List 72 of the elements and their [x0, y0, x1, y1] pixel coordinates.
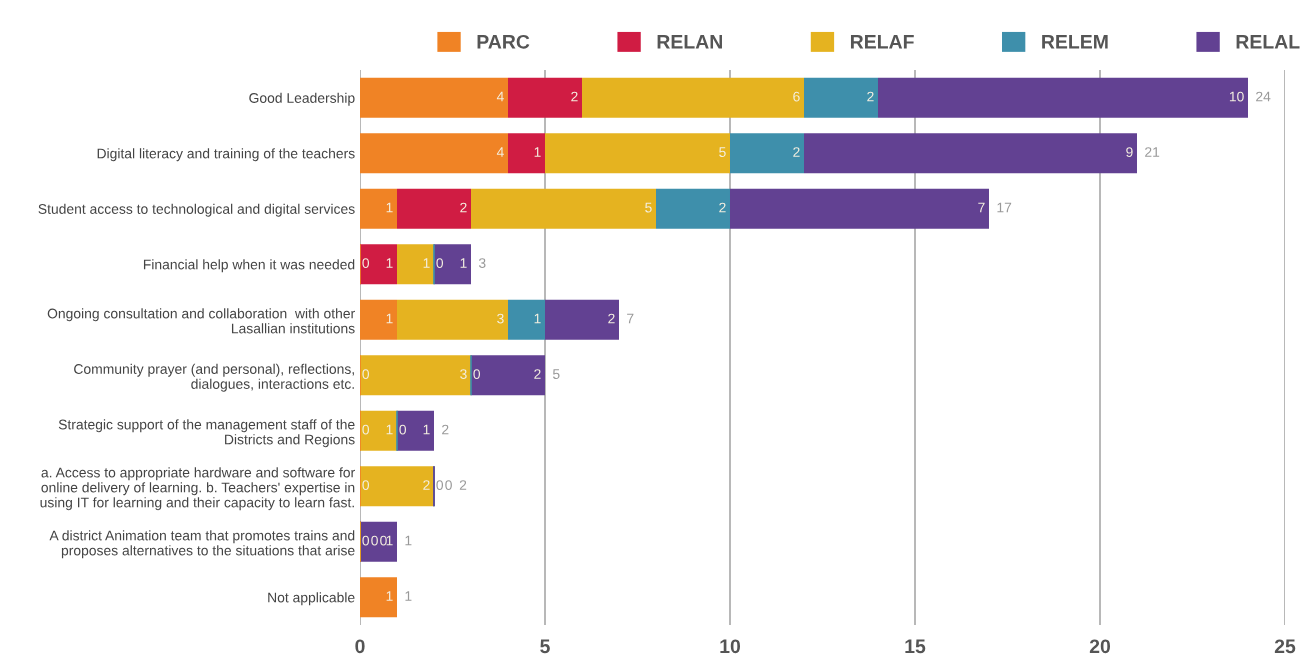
total-label: 17	[997, 202, 1012, 213]
data-label: 1	[534, 147, 541, 157]
legend-label: RELAF	[850, 35, 914, 49]
data-label: 0	[473, 369, 481, 379]
data-label: 6	[793, 91, 800, 102]
data-label: 10	[1229, 91, 1244, 102]
data-label: 1	[386, 258, 393, 268]
total-label: 7	[627, 313, 634, 324]
data-label: 2	[423, 480, 430, 490]
total-label: 5	[552, 369, 560, 379]
data-label: 0	[362, 480, 370, 490]
data-label: 2	[460, 202, 467, 213]
data-label: 4	[496, 91, 504, 102]
legend-label: RELAN	[657, 35, 722, 49]
x-tick-label: 5	[540, 639, 550, 654]
x-tick-label: 15	[905, 639, 926, 654]
data-label: 1	[423, 258, 430, 268]
data-label: 5	[645, 202, 652, 213]
data-label: 1	[386, 202, 393, 213]
data-label: 2	[793, 147, 800, 157]
y-tick-label: Good Leadership	[249, 92, 355, 106]
data-label: 0	[436, 258, 444, 268]
y-tick-label: Strategic support of the management staff of the Districts and Regions	[58, 419, 355, 448]
data-label: 1	[423, 424, 430, 435]
data-label: 0	[362, 424, 370, 435]
total-label: 1	[405, 591, 412, 601]
total-label: 3	[478, 258, 486, 268]
total-label: 24	[1256, 91, 1271, 102]
data-label: 1	[386, 591, 393, 601]
data-label: 0	[445, 480, 452, 490]
data-label: 1	[386, 313, 393, 324]
data-label: 0	[380, 535, 387, 546]
data-label: 0	[362, 535, 370, 546]
total-label: 2	[459, 480, 467, 490]
y-tick-label: Ongoing consultation and collaboration with other Lasallian institutions	[47, 308, 355, 334]
total-label: 2	[442, 424, 449, 435]
data-label: 4	[496, 147, 504, 157]
legend-label: RELEM	[1042, 35, 1108, 49]
data-label: 1	[534, 313, 541, 324]
data-label: 0	[399, 424, 407, 435]
total-label: 21	[1145, 147, 1160, 157]
legend-label: PARC	[477, 34, 530, 49]
x-tick-label: 25	[1274, 639, 1296, 654]
data-label: 2	[608, 313, 615, 324]
data-label: 0	[436, 480, 444, 490]
data-label: 7	[978, 202, 985, 213]
data-label: 2	[719, 202, 726, 213]
x-tick-label: 20	[1089, 639, 1111, 654]
data-label: 2	[867, 91, 874, 102]
y-tick-label: Financial help when it was needed	[143, 259, 355, 273]
data-label: 1	[460, 258, 467, 268]
data-label: 2	[571, 91, 578, 102]
total-label: 1	[405, 535, 412, 546]
y-tick-label: Digital literacy and training of the teachers	[97, 148, 355, 162]
legend-label: RELAL	[1236, 35, 1300, 49]
data-label: 1	[386, 535, 393, 546]
data-label: 3	[497, 313, 504, 324]
y-tick-label: a. Access to appropriate hardware and software for online delivery of learning. b. Teachers' expertise in using IT for learning and their capacity to learn fast.	[40, 467, 355, 511]
y-tick-label: A district Animation team that promotes trains and proposes alternatives to the situations that arise	[49, 530, 355, 559]
data-label: 0	[371, 535, 378, 546]
y-tick-label: Community prayer (and personal), reflections, dialogues, interactions etc.	[74, 363, 354, 392]
y-tick-label: Not applicable	[268, 592, 355, 606]
data-label: 0	[362, 369, 370, 379]
x-tick-label: 0	[355, 639, 365, 654]
data-label: 5	[719, 147, 726, 157]
x-tick-label: 10	[720, 639, 741, 654]
data-label: 2	[534, 369, 541, 379]
data-label: 9	[1126, 147, 1133, 157]
data-label: 3	[460, 369, 467, 379]
data-label: 0	[362, 258, 370, 268]
y-tick-label: Student access to technological and digital services	[38, 203, 355, 217]
data-label: 1	[386, 424, 393, 435]
